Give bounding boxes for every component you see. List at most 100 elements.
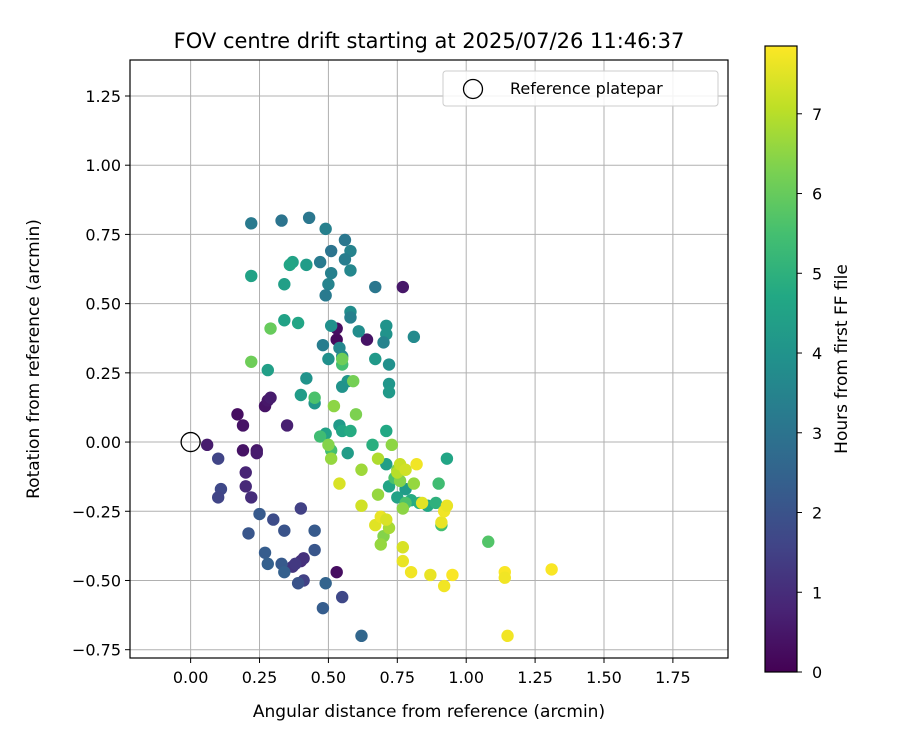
colorbar-tick-label: 6 xyxy=(812,185,822,204)
chart-title: FOV centre drift starting at 2025/07/26 … xyxy=(174,29,685,53)
data-point xyxy=(545,563,558,576)
data-point xyxy=(278,278,291,291)
data-point xyxy=(245,355,258,368)
colorbar-label: Hours from first FF file xyxy=(832,264,852,454)
data-point xyxy=(322,438,335,452)
data-point xyxy=(396,502,410,515)
data-point xyxy=(319,222,332,236)
data-point xyxy=(313,430,327,443)
data-point xyxy=(291,316,305,330)
data-point xyxy=(355,499,368,512)
data-point xyxy=(338,253,352,266)
data-point xyxy=(261,557,274,571)
data-point xyxy=(316,601,330,615)
y-tick-label: 0.00 xyxy=(85,433,121,452)
data-point xyxy=(498,571,511,584)
reference-marker-layer xyxy=(180,431,201,453)
colorbar-tick-label: 0 xyxy=(812,663,822,682)
data-point xyxy=(211,452,225,465)
x-axis-label: Angular distance from reference (arcmin) xyxy=(253,702,605,722)
data-point xyxy=(258,546,272,559)
y-tick-label: 0.75 xyxy=(85,225,121,244)
y-tick-label: 1.00 xyxy=(85,156,121,175)
data-point xyxy=(377,336,390,349)
data-point xyxy=(429,496,443,510)
data-point xyxy=(267,513,280,526)
y-tick-label: −0.25 xyxy=(72,502,121,521)
data-point xyxy=(278,565,291,579)
data-point xyxy=(355,463,368,476)
data-point xyxy=(501,629,514,643)
legend-label: Reference platepar xyxy=(510,79,663,98)
y-tick-label: −0.50 xyxy=(72,571,121,590)
data-point xyxy=(308,391,321,404)
data-point xyxy=(324,452,338,465)
data-point xyxy=(335,590,349,604)
data-point xyxy=(366,438,379,452)
x-tick-label: 0.75 xyxy=(379,668,415,687)
data-point xyxy=(324,266,338,280)
data-point xyxy=(264,391,277,404)
data-point xyxy=(264,322,277,335)
data-point xyxy=(236,419,250,432)
data-point xyxy=(344,311,357,324)
data-point xyxy=(374,538,387,551)
y-axis-label: Rotation from reference (arcmin) xyxy=(24,219,44,499)
data-point xyxy=(253,507,266,521)
legend: Reference platepar xyxy=(442,70,719,107)
data-point xyxy=(352,325,365,338)
data-point xyxy=(347,374,360,388)
colorbar-tick-label: 1 xyxy=(812,583,822,602)
colorbar-tick-label: 5 xyxy=(812,264,822,283)
data-point xyxy=(300,258,313,272)
data-point xyxy=(335,352,349,366)
data-point xyxy=(446,568,459,582)
data-point xyxy=(404,565,418,579)
y-tick-label: 0.50 xyxy=(85,295,121,314)
data-point xyxy=(289,557,302,571)
data-point xyxy=(211,491,225,504)
reference-platepar-marker xyxy=(180,431,201,453)
data-point xyxy=(319,577,332,590)
data-point xyxy=(335,380,349,393)
data-point xyxy=(396,280,410,294)
y-tick-label: 0.25 xyxy=(85,364,121,383)
data-point xyxy=(407,477,421,490)
y-tick-label: −0.75 xyxy=(72,641,121,660)
data-point xyxy=(324,244,338,258)
data-point xyxy=(291,577,305,590)
data-point xyxy=(440,499,454,512)
data-point xyxy=(385,438,398,452)
colorbar-gradient xyxy=(764,45,798,673)
data-point xyxy=(200,438,214,452)
data-point xyxy=(437,579,451,593)
data-point xyxy=(341,446,354,460)
data-point xyxy=(308,543,321,557)
plot-frame xyxy=(129,59,729,659)
data-point xyxy=(322,278,335,291)
data-point xyxy=(424,568,437,582)
data-point xyxy=(440,452,454,465)
data-point xyxy=(407,330,421,344)
data-point xyxy=(236,444,250,457)
x-tick-label: 1.50 xyxy=(586,668,622,687)
data-point xyxy=(369,280,382,294)
data-point xyxy=(316,338,330,352)
colorbar: 0 1 2 3 4 5 6 7 Hours from first FF file xyxy=(764,45,852,682)
data-point xyxy=(245,217,258,230)
data-point xyxy=(313,255,327,269)
data-point xyxy=(261,363,274,377)
data-point xyxy=(435,516,448,529)
data-point xyxy=(382,386,396,399)
data-point xyxy=(283,258,297,272)
data-point xyxy=(250,446,263,460)
data-point xyxy=(245,491,258,504)
data-point xyxy=(380,513,393,526)
data-point xyxy=(399,463,412,476)
data-point xyxy=(294,502,308,515)
data-point xyxy=(371,488,385,501)
data-point xyxy=(396,541,410,554)
data-point xyxy=(432,477,445,490)
